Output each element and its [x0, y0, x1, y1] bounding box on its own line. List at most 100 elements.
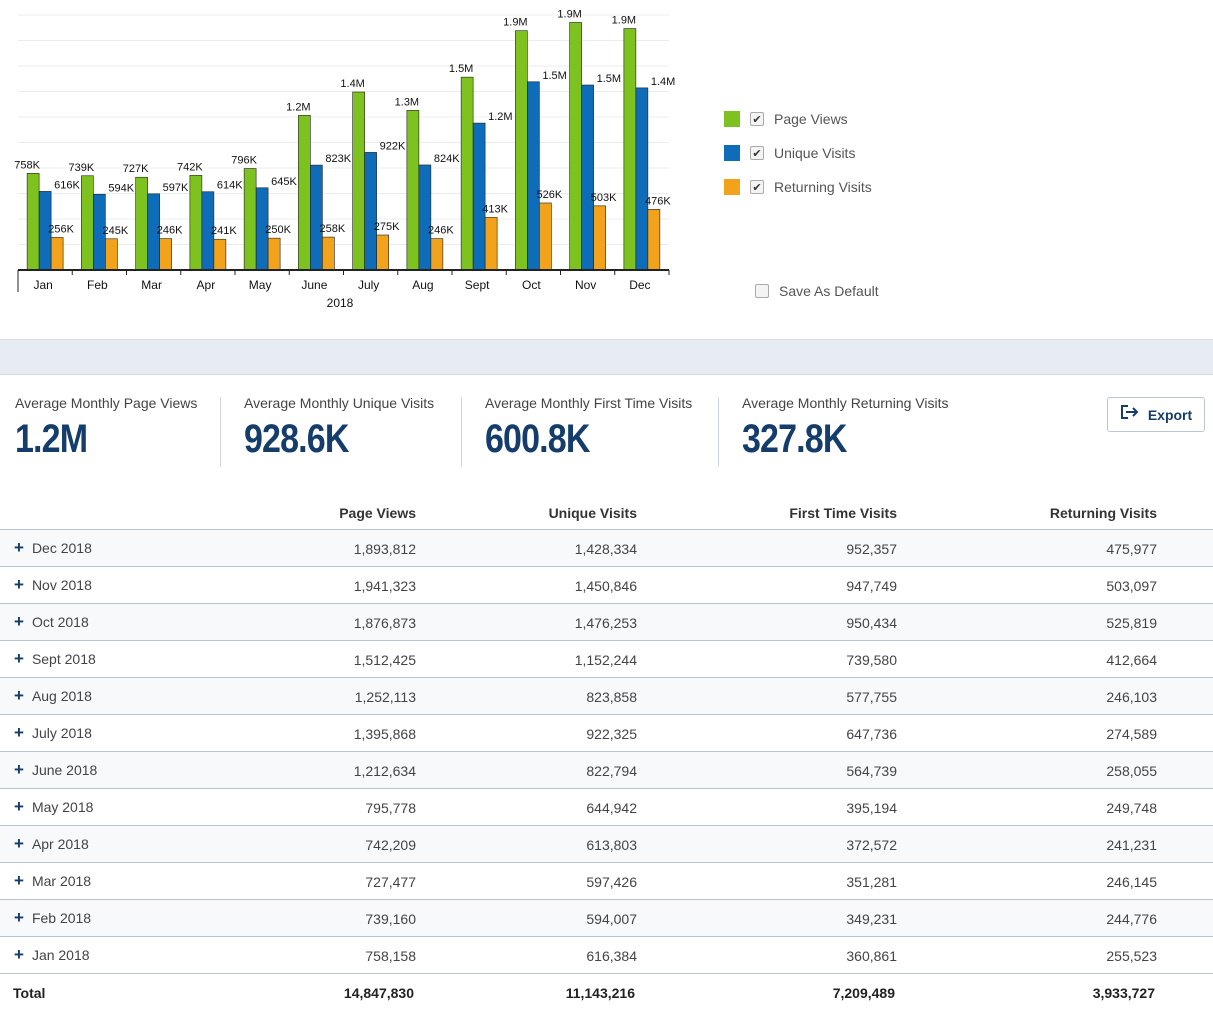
expand-plus-icon[interactable]: + [14, 612, 24, 631]
expand-plus-icon[interactable]: + [14, 834, 24, 853]
cell-unique-visits: 644,942 [586, 800, 637, 816]
row-expander[interactable]: + Jan 2018 [14, 945, 90, 964]
table-row[interactable]: + Sept 2018 1,512,425 1,152,244 739,580 412,6… [0, 641, 1213, 678]
legend-checkbox[interactable]: ✔ [750, 180, 764, 194]
bar-returning-visits[interactable] [430, 238, 444, 271]
cell-unique-visits: 613,803 [586, 837, 637, 853]
row-month-label: Dec 2018 [31, 540, 92, 556]
data-label: 1.5M [542, 70, 566, 82]
bar-returning-visits[interactable] [539, 202, 552, 271]
table-row[interactable]: + May 2018 795,778 644,942 395,194 249,748 [0, 789, 1213, 826]
data-label: 1.9M [612, 15, 636, 27]
table-row[interactable]: + Nov 2018 1,941,323 1,450,846 947,749 503,09… [0, 567, 1213, 604]
bar-page-views[interactable] [569, 22, 582, 271]
expand-plus-icon[interactable]: + [14, 723, 24, 742]
data-label: 1.9M [503, 17, 527, 29]
cell-returning-visits: 503,097 [1106, 578, 1157, 594]
table-row[interactable]: + Feb 2018 739,160 594,007 349,231 244,776 [0, 900, 1213, 937]
table-body: + Dec 2018 1,893,812 1,428,334 952,357 475,97… [0, 530, 1213, 974]
cell-first-time-visits: 349,231 [846, 911, 897, 927]
bar-returning-visits[interactable] [159, 238, 172, 271]
cell-page-views: 1,876,873 [353, 615, 416, 631]
table-row[interactable]: + Jan 2018 758,158 616,384 360,861 255,523 [0, 937, 1213, 974]
bar-page-views[interactable] [515, 30, 528, 271]
data-label: 597K [163, 182, 189, 194]
row-expander[interactable]: + Nov 2018 [14, 575, 92, 594]
bar-unique-visits[interactable] [581, 84, 594, 271]
row-expander[interactable]: + Sept 2018 [14, 649, 96, 668]
row-expander[interactable]: + Feb 2018 [14, 908, 91, 927]
row-expander[interactable]: + May 2018 [14, 797, 93, 816]
cell-unique-visits: 1,428,334 [574, 541, 637, 557]
bar-page-views[interactable] [243, 168, 257, 271]
bar-unique-visits[interactable] [472, 122, 486, 271]
bar-returning-visits[interactable] [593, 205, 606, 271]
row-expander[interactable]: + Apr 2018 [14, 834, 89, 853]
bar-unique-visits[interactable] [310, 164, 323, 271]
bar-returning-visits[interactable] [322, 236, 335, 271]
row-expander[interactable]: + Oct 2018 [14, 612, 89, 631]
table-row[interactable]: + Dec 2018 1,893,812 1,428,334 952,357 475,97… [0, 530, 1213, 567]
table-row[interactable]: + Mar 2018 727,477 597,426 351,281 246,145 [0, 863, 1213, 900]
table-row[interactable]: + July 2018 1,395,868 922,325 647,736 274,589 [0, 715, 1213, 752]
cell-unique-visits: 616,384 [586, 948, 637, 964]
row-expander[interactable]: + June 2018 [14, 760, 97, 779]
column-header-returning-visits[interactable]: Returning Visits [1049, 505, 1157, 521]
bar-returning-visits[interactable] [50, 237, 64, 271]
bar-returning-visits[interactable] [376, 234, 389, 271]
expand-plus-icon[interactable]: + [14, 908, 24, 927]
expand-plus-icon[interactable]: + [14, 797, 24, 816]
bar-page-views[interactable] [460, 76, 474, 271]
bar-returning-visits[interactable] [213, 238, 227, 271]
bar-unique-visits[interactable] [635, 87, 649, 271]
stat-value: 327.8K [742, 417, 847, 461]
cell-page-views: 1,893,812 [353, 541, 416, 557]
export-button[interactable]: Export [1107, 397, 1205, 432]
expand-plus-icon[interactable]: + [14, 538, 24, 557]
bar-page-views[interactable] [623, 28, 637, 271]
legend-checkbox[interactable]: ✔ [750, 146, 764, 160]
table-row[interactable]: + Apr 2018 742,209 613,803 372,572 241,231 [0, 826, 1213, 863]
row-expander[interactable]: + Dec 2018 [14, 538, 92, 557]
column-header-unique-visits[interactable]: Unique Visits [548, 505, 637, 521]
stat-first-time-visits: Average Monthly First Time Visits 600.8K [485, 395, 692, 467]
bar-unique-visits[interactable] [527, 81, 540, 271]
expand-plus-icon[interactable]: + [14, 649, 24, 668]
column-header-first-time-visits[interactable]: First Time Visits [789, 505, 897, 521]
checkbox-box[interactable] [755, 284, 769, 298]
bar-page-views[interactable] [135, 176, 148, 271]
bar-page-views[interactable] [352, 91, 365, 271]
save-as-default-checkbox[interactable]: Save As Default [755, 283, 879, 299]
table-row[interactable]: + Oct 2018 1,876,873 1,476,253 950,434 525,81… [0, 604, 1213, 641]
bar-returning-visits[interactable] [484, 217, 498, 271]
bar-returning-visits[interactable] [105, 238, 118, 271]
table-row[interactable]: + Aug 2018 1,252,113 823,858 577,755 246,103 [0, 678, 1213, 715]
legend-item-returning-visits[interactable]: ✔ Returning Visits [724, 170, 872, 204]
expand-plus-icon[interactable]: + [14, 945, 24, 964]
bar-page-views[interactable] [189, 175, 203, 271]
legend-item-page-views[interactable]: ✔ Page Views [724, 102, 872, 136]
row-expander[interactable]: + Mar 2018 [14, 871, 91, 890]
bar-page-views[interactable] [81, 175, 94, 271]
bar-unique-visits[interactable] [364, 152, 377, 271]
legend-checkbox[interactable]: ✔ [750, 112, 764, 126]
expand-plus-icon[interactable]: + [14, 871, 24, 890]
expand-plus-icon[interactable]: + [14, 686, 24, 705]
expand-plus-icon[interactable]: + [14, 575, 24, 594]
legend-label: Unique Visits [774, 145, 856, 161]
bar-page-views[interactable] [298, 115, 311, 271]
bar-page-views[interactable] [26, 173, 40, 271]
row-expander[interactable]: + July 2018 [14, 723, 92, 742]
data-label: 645K [271, 176, 297, 188]
bar-returning-visits[interactable] [267, 237, 281, 271]
bar-unique-visits[interactable] [418, 164, 432, 271]
bar-page-views[interactable] [406, 110, 420, 271]
data-label: 241K [211, 225, 237, 237]
column-header-page-views[interactable]: Page Views [339, 505, 416, 521]
row-expander[interactable]: + Aug 2018 [14, 686, 92, 705]
bar-returning-visits[interactable] [647, 209, 661, 271]
total-unique-visits: 11,143,216 [565, 985, 635, 1001]
table-row[interactable]: + June 2018 1,212,634 822,794 564,739 258,055 [0, 752, 1213, 789]
legend-item-unique-visits[interactable]: ✔ Unique Visits [724, 136, 872, 170]
expand-plus-icon[interactable]: + [14, 760, 24, 779]
